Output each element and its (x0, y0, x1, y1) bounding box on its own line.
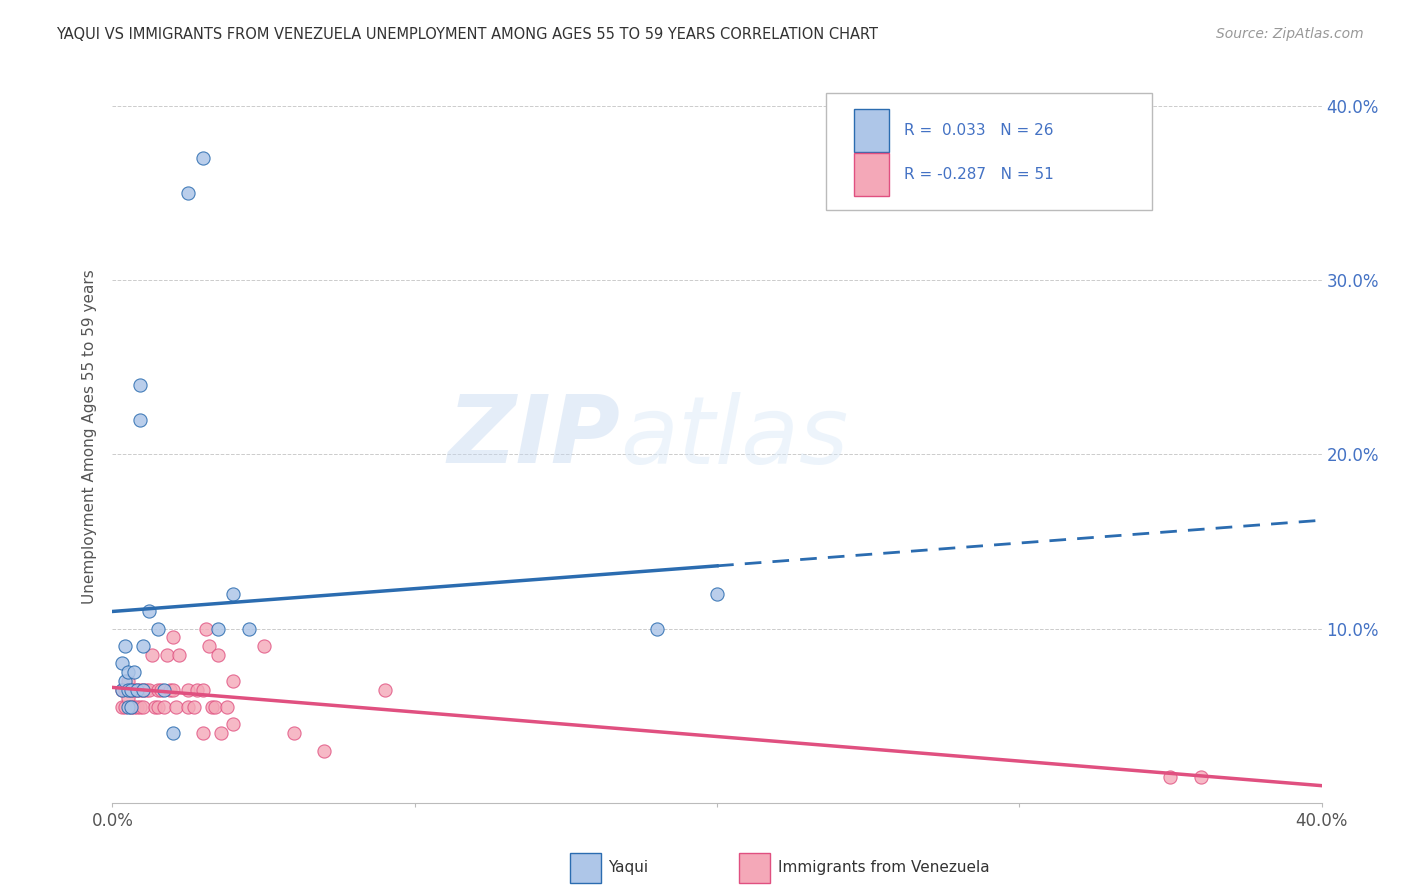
Point (162, 682, 184, 697)
Text: Immigrants from Venezuela: Immigrants from Venezuela (778, 861, 990, 875)
Point (645, 622, 668, 636)
Text: Yaqui: Yaqui (609, 861, 648, 875)
Point (128, 682, 150, 697)
Point (314, 743, 336, 757)
Point (222, 587, 245, 601)
Point (207, 648, 229, 662)
Point (138, 682, 160, 697)
Point (149, 682, 172, 697)
Point (110, 682, 132, 697)
Point (128, 412, 150, 426)
Point (198, 639, 221, 653)
FancyBboxPatch shape (853, 153, 889, 195)
Point (117, 682, 139, 697)
Point (117, 673, 139, 688)
Point (153, 682, 176, 697)
Point (132, 700, 155, 714)
Point (146, 622, 169, 636)
Point (114, 673, 136, 688)
FancyBboxPatch shape (738, 853, 770, 883)
Point (162, 726, 184, 740)
Text: atlas: atlas (620, 392, 849, 483)
Y-axis label: Unemployment Among Ages 55 to 59 years: Unemployment Among Ages 55 to 59 years (82, 269, 97, 605)
Point (128, 377, 150, 392)
Point (110, 700, 132, 714)
Text: Source: ZipAtlas.com: Source: ZipAtlas.com (1216, 27, 1364, 41)
Point (125, 700, 148, 714)
Point (253, 639, 276, 653)
Point (114, 639, 136, 653)
Point (132, 682, 155, 697)
Point (117, 691, 139, 706)
Point (177, 186, 200, 201)
Point (132, 639, 155, 653)
Point (204, 700, 226, 714)
Point (159, 682, 181, 697)
Text: ZIP: ZIP (447, 391, 620, 483)
Point (165, 700, 187, 714)
Point (238, 622, 260, 636)
Text: R =  0.033   N = 26: R = 0.033 N = 26 (904, 123, 1054, 138)
Point (177, 700, 200, 714)
Point (706, 587, 728, 601)
Point (186, 682, 208, 697)
Point (120, 682, 142, 697)
Point (122, 700, 145, 714)
Point (114, 682, 136, 697)
Point (191, 682, 214, 697)
FancyBboxPatch shape (825, 94, 1153, 211)
Point (120, 682, 142, 697)
Point (122, 665, 145, 680)
Point (110, 682, 132, 697)
Point (110, 657, 132, 671)
Point (1159, 770, 1181, 784)
Point (1189, 770, 1212, 784)
Point (191, 726, 214, 740)
Point (162, 631, 184, 645)
Text: R = -0.287   N = 51: R = -0.287 N = 51 (904, 167, 1054, 182)
Point (117, 665, 139, 680)
Point (125, 682, 148, 697)
Point (374, 682, 396, 697)
Point (143, 700, 166, 714)
Point (191, 152, 214, 166)
Point (195, 622, 218, 636)
Point (167, 648, 190, 662)
Point (183, 700, 205, 714)
Point (117, 700, 139, 714)
Point (146, 682, 169, 697)
Point (114, 700, 136, 714)
Point (146, 700, 169, 714)
Point (201, 700, 224, 714)
Point (125, 682, 148, 697)
Point (138, 604, 160, 618)
Point (153, 700, 176, 714)
Point (222, 673, 245, 688)
Point (217, 700, 239, 714)
Point (128, 700, 150, 714)
FancyBboxPatch shape (853, 109, 889, 152)
Point (283, 726, 305, 740)
Point (135, 682, 157, 697)
Point (156, 648, 179, 662)
Point (141, 648, 163, 662)
Point (177, 682, 200, 697)
FancyBboxPatch shape (569, 853, 600, 883)
Point (120, 700, 142, 714)
Point (132, 682, 155, 697)
Point (222, 717, 245, 731)
Point (122, 682, 145, 697)
Text: YAQUI VS IMMIGRANTS FROM VENEZUELA UNEMPLOYMENT AMONG AGES 55 TO 59 YEARS CORREL: YAQUI VS IMMIGRANTS FROM VENEZUELA UNEMP… (56, 27, 879, 42)
Point (207, 622, 229, 636)
Point (209, 726, 232, 740)
Point (120, 700, 142, 714)
